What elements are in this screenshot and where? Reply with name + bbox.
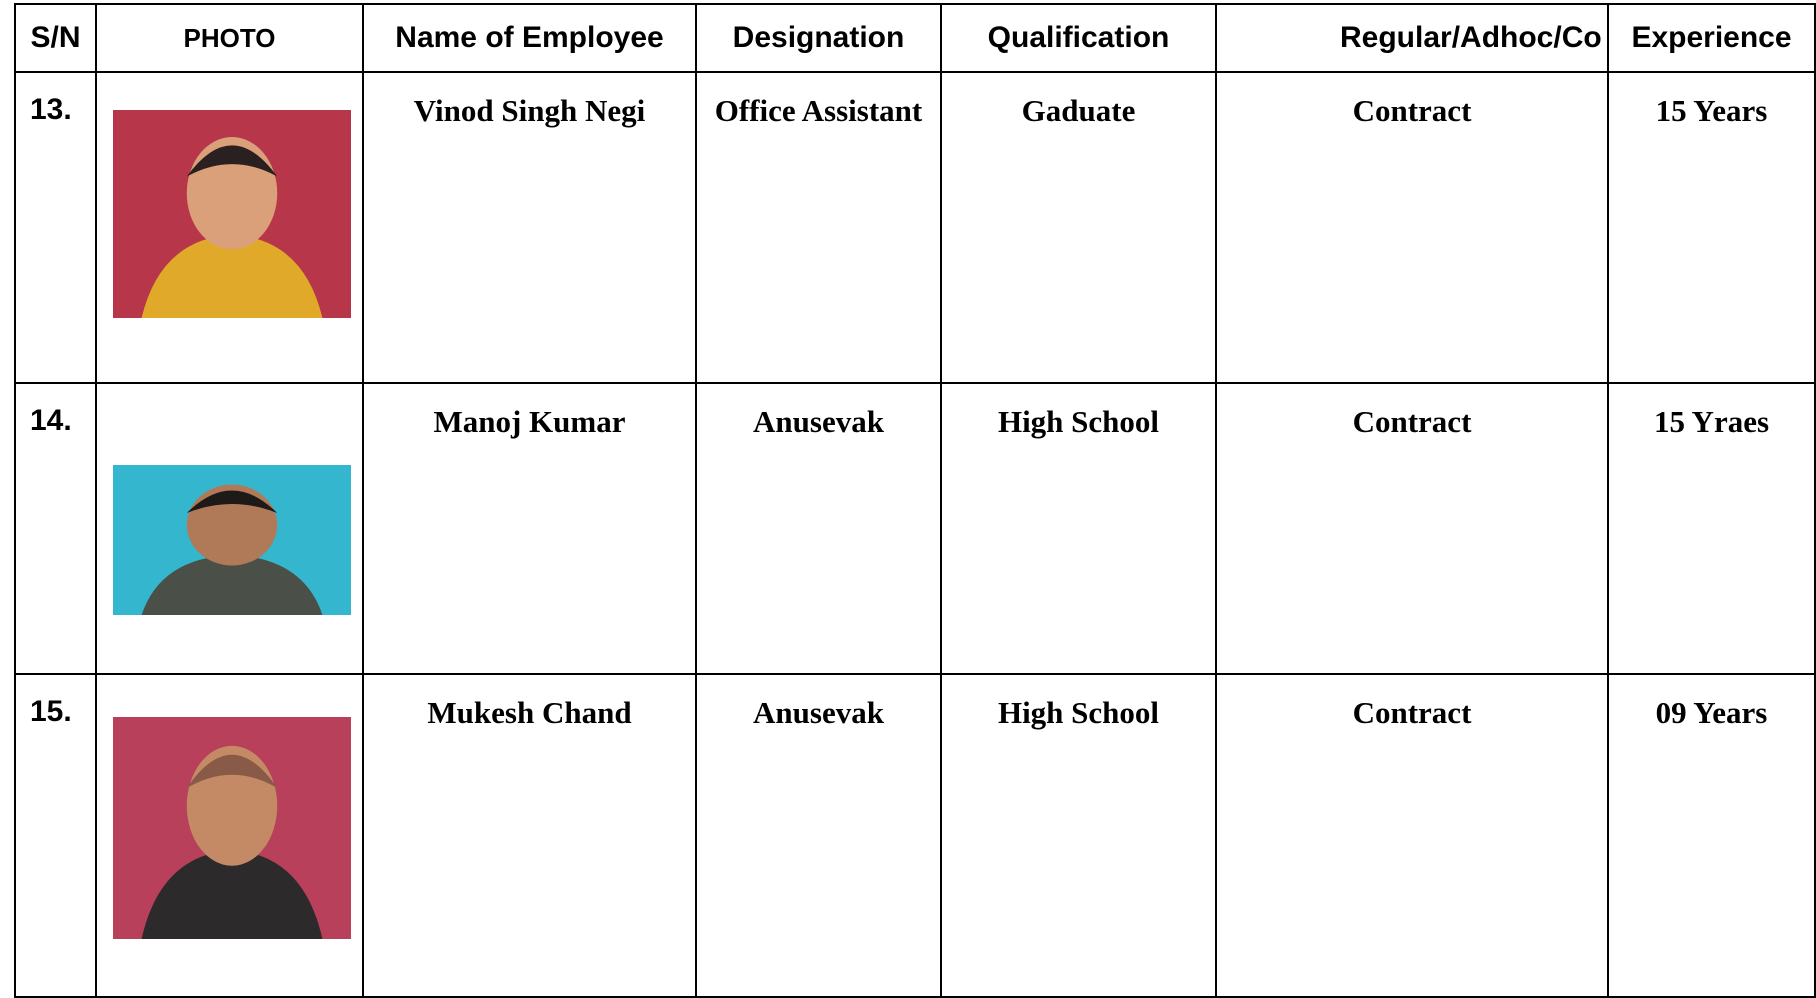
employee-row: 15. Mukesh Chand Anusevak High School Contra… xyxy=(14,673,1816,998)
cell-text: Anusevak xyxy=(695,673,942,998)
header-row: S/N PHOTO Name of Employee Designation Quali… xyxy=(14,3,1816,73)
column-header: Name of Employee xyxy=(362,3,697,73)
cell-text: High School xyxy=(940,382,1217,675)
photo-cell xyxy=(95,673,364,998)
serial-number: 15. xyxy=(14,673,97,998)
employee-photo xyxy=(113,717,351,939)
cell-text: Office Assistant xyxy=(695,71,942,384)
employee-row: 14. Manoj Kumar Anusevak High School Contrac… xyxy=(14,382,1816,675)
employee-table: S/N PHOTO Name of Employee Designation Quali… xyxy=(14,3,1816,998)
serial-number: 14. xyxy=(14,382,97,675)
employee-photo xyxy=(113,110,351,318)
column-header: Designation xyxy=(695,3,942,73)
cell-text: Contract xyxy=(1215,673,1609,998)
photo-cell xyxy=(95,382,364,675)
serial-number: 13. xyxy=(14,71,97,384)
column-header: Experience xyxy=(1607,3,1816,73)
photo-cell xyxy=(95,71,364,384)
column-header: PHOTO xyxy=(95,3,364,73)
employee-row: 13. Vinod Singh Negi Office Assistant Gadua… xyxy=(14,71,1816,384)
cell-text: High School xyxy=(940,673,1217,998)
cell-text: Mukesh Chand xyxy=(362,673,697,998)
column-header: Qualification xyxy=(940,3,1217,73)
cell-text: Manoj Kumar xyxy=(362,382,697,675)
cell-text: 09 Years xyxy=(1607,673,1816,998)
cell-text: Gaduate xyxy=(940,71,1217,384)
cell-text: Contract xyxy=(1215,71,1609,384)
employee-photo xyxy=(113,465,351,615)
column-header: Regular/Adhoc/Co xyxy=(1215,3,1609,73)
cell-text: 15 Yraes xyxy=(1607,382,1816,675)
cell-text: 15 Years xyxy=(1607,71,1816,384)
column-header: S/N xyxy=(14,3,97,73)
cell-text: Contract xyxy=(1215,382,1609,675)
cell-text: Vinod Singh Negi xyxy=(362,71,697,384)
cell-text: Anusevak xyxy=(695,382,942,675)
